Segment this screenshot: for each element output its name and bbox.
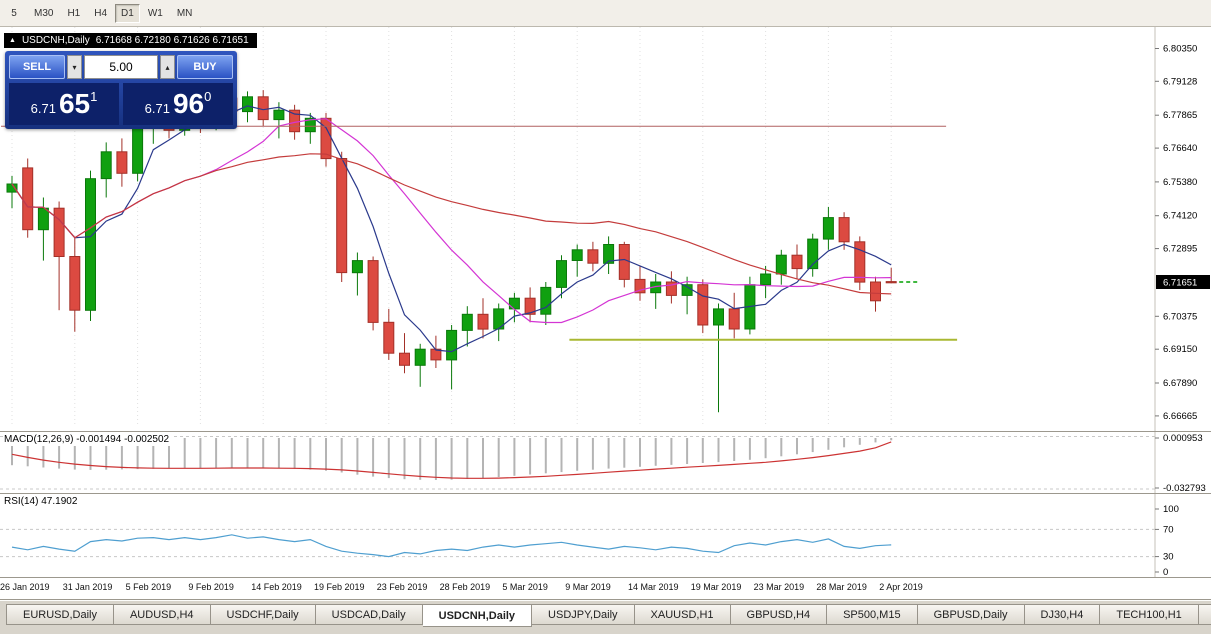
- tab-audusd-h4[interactable]: AUDUSD,H4: [113, 604, 211, 625]
- sell-price-superscript: 1: [90, 89, 98, 104]
- svg-text:-0.032793: -0.032793: [1163, 483, 1206, 493]
- tab-dj30-h4[interactable]: DJ30,H4: [1024, 604, 1101, 625]
- macd-chart[interactable]: 0.000953 -0.032793: [0, 432, 1211, 493]
- timeframe-button-mn[interactable]: MN: [171, 4, 199, 23]
- svg-text:6.67890: 6.67890: [1163, 378, 1197, 389]
- svg-text:6.80350: 6.80350: [1163, 44, 1197, 55]
- buy-price-big-digits: 96: [172, 88, 205, 119]
- macd-signal-line: [11, 441, 892, 479]
- rsi-chart[interactable]: 100 70 30 0: [0, 494, 1211, 577]
- date-label: 28 Mar 2019: [816, 582, 867, 592]
- main-chart-panel: 6.80350 6.79128 6.77865 6.76640 6.75380 6.741…: [0, 27, 1211, 432]
- ma-line-5: [11, 105, 892, 353]
- date-label: 31 Jan 2019: [62, 582, 113, 592]
- moving-averages: [11, 105, 892, 353]
- date-label: 28 Feb 2019: [439, 582, 491, 592]
- rsi-label: RSI(14) 47.1902: [4, 496, 82, 508]
- timeframe-button-w1[interactable]: W1: [142, 4, 169, 23]
- chart-symbol-label: USDCNH,Daily: [21, 35, 90, 46]
- tab-usdchf-daily[interactable]: USDCHF,Daily: [210, 604, 316, 625]
- tab-gbpusd-h4[interactable]: GBPUSD,H4: [730, 604, 828, 625]
- date-label: 5 Feb 2019: [125, 582, 172, 592]
- date-label: 9 Mar 2019: [565, 582, 611, 592]
- trade-prices-row: 6.71 65 1 6.71 96 0: [9, 83, 233, 125]
- svg-text:6.79128: 6.79128: [1163, 76, 1197, 87]
- timeframe-button-m30[interactable]: M30: [28, 4, 59, 23]
- svg-text:6.77865: 6.77865: [1163, 110, 1197, 121]
- buy-price-prefix: 6.71: [144, 100, 170, 116]
- svg-text:30: 30: [1163, 552, 1174, 563]
- date-label: 19 Mar 2019: [690, 582, 742, 592]
- tab-gbpusd-daily[interactable]: GBPUSD,Daily: [917, 604, 1025, 625]
- ma-line-34: [11, 153, 892, 295]
- rsi-axis: 100 70 30 0: [1154, 494, 1179, 577]
- buy-button[interactable]: BUY: [177, 55, 233, 79]
- current-price-badge: [1156, 275, 1210, 289]
- timeframe-toolbar: 5 M30 H1 H4 D1 W1 MN: [0, 0, 1211, 27]
- date-label: 14 Mar 2019: [628, 582, 679, 592]
- horizontal-level-lines: [1, 125, 958, 341]
- tab-eurusd-daily[interactable]: EURUSD,Daily: [6, 604, 114, 625]
- date-label: 26 Jan 2019: [0, 582, 50, 592]
- buy-price-display[interactable]: 6.71 96 0: [123, 83, 233, 125]
- tab-xauusd-h1[interactable]: XAUUSD,H1: [634, 604, 731, 625]
- svg-text:6.69150: 6.69150: [1163, 344, 1197, 355]
- svg-text:6.72895: 6.72895: [1163, 244, 1197, 255]
- chart-ohlc-values: 6.71668 6.72180 6.71626 6.71651: [95, 35, 249, 46]
- svg-text:6.70375: 6.70375: [1163, 311, 1197, 322]
- date-label: 2 Apr 2019: [879, 582, 923, 592]
- svg-text:100: 100: [1163, 504, 1179, 515]
- date-label: 23 Feb 2019: [376, 582, 428, 592]
- timeframe-button-d1[interactable]: D1: [115, 3, 140, 23]
- volume-down-button[interactable]: ▾: [67, 55, 82, 79]
- trade-controls-row: SELL ▾ ▴ BUY: [9, 55, 233, 79]
- tab-usdcad-daily[interactable]: USDCAD,Daily: [315, 604, 423, 625]
- buy-price-superscript: 0: [204, 89, 212, 104]
- chart-tabs-bar: EURUSD,Daily AUDUSD,H4 USDCHF,Daily USDCAD,…: [0, 600, 1211, 634]
- timeframe-button-5[interactable]: 5: [2, 4, 26, 23]
- macd-axis: 0.000953 -0.032793: [1154, 432, 1206, 493]
- macd-scale-lines: [0, 436, 1155, 490]
- svg-text:6.66665: 6.66665: [1163, 411, 1197, 422]
- tab-usdcnh-daily[interactable]: USDCNH,Daily: [422, 604, 533, 627]
- tab-usdjpy-daily[interactable]: USDJPY,Daily: [532, 604, 635, 625]
- tab-sp500-m15[interactable]: SP500,M15: [827, 604, 918, 625]
- date-label: 23 Mar 2019: [753, 582, 805, 592]
- date-label: 9 Feb 2019: [188, 582, 234, 592]
- volume-input[interactable]: [84, 55, 158, 79]
- tab-tech100-h1[interactable]: TECH100,H1: [1100, 604, 1199, 625]
- timeframe-button-h1[interactable]: H1: [61, 4, 86, 23]
- svg-text:0.000953: 0.000953: [1163, 433, 1203, 444]
- svg-text:70: 70: [1163, 524, 1174, 535]
- volume-up-button[interactable]: ▴: [160, 55, 175, 79]
- sell-price-big-digits: 65: [58, 88, 91, 119]
- date-label: 14 Feb 2019: [251, 582, 302, 592]
- date-label: 19 Feb 2019: [314, 582, 365, 592]
- one-click-trade-widget: SELL ▾ ▴ BUY 6.71 65 1 6.71 96 0: [5, 51, 237, 129]
- chart-marker-icon: ▲: [9, 37, 16, 44]
- svg-text:6.76640: 6.76640: [1163, 143, 1197, 154]
- sell-price-display[interactable]: 6.71 65 1: [9, 83, 119, 125]
- date-label: 5 Mar 2019: [502, 582, 548, 592]
- macd-label: MACD(12,26,9) -0.001494 -0.002502: [4, 434, 174, 446]
- sell-price-prefix: 6.71: [30, 100, 56, 116]
- svg-text:6.71651: 6.71651: [1163, 278, 1197, 289]
- rsi-indicator-panel: 100 70 30 0 RSI(14) 47.1902: [0, 494, 1211, 578]
- price-axis: 6.80350 6.79128 6.77865 6.76640 6.75380 6.741…: [1154, 27, 1210, 431]
- rsi-line: [11, 534, 892, 558]
- date-axis: 26 Jan 2019 31 Jan 2019 5 Feb 2019 9 Feb 20…: [0, 578, 1211, 600]
- chart-title-bar: ▲ USDCNH,Daily 6.71668 6.72180 6.71626 6…: [4, 33, 257, 48]
- timeframe-button-h4[interactable]: H4: [88, 4, 113, 23]
- svg-text:6.74120: 6.74120: [1163, 211, 1197, 222]
- svg-text:0: 0: [1163, 567, 1168, 577]
- svg-text:6.75380: 6.75380: [1163, 177, 1197, 188]
- tab-ukc[interactable]: UKC: [1198, 604, 1211, 625]
- macd-indicator-panel: 0.000953 -0.032793 MACD(12,26,9) -0.00149…: [0, 432, 1211, 494]
- sell-button[interactable]: SELL: [9, 55, 65, 79]
- rsi-level-lines: [0, 528, 1155, 558]
